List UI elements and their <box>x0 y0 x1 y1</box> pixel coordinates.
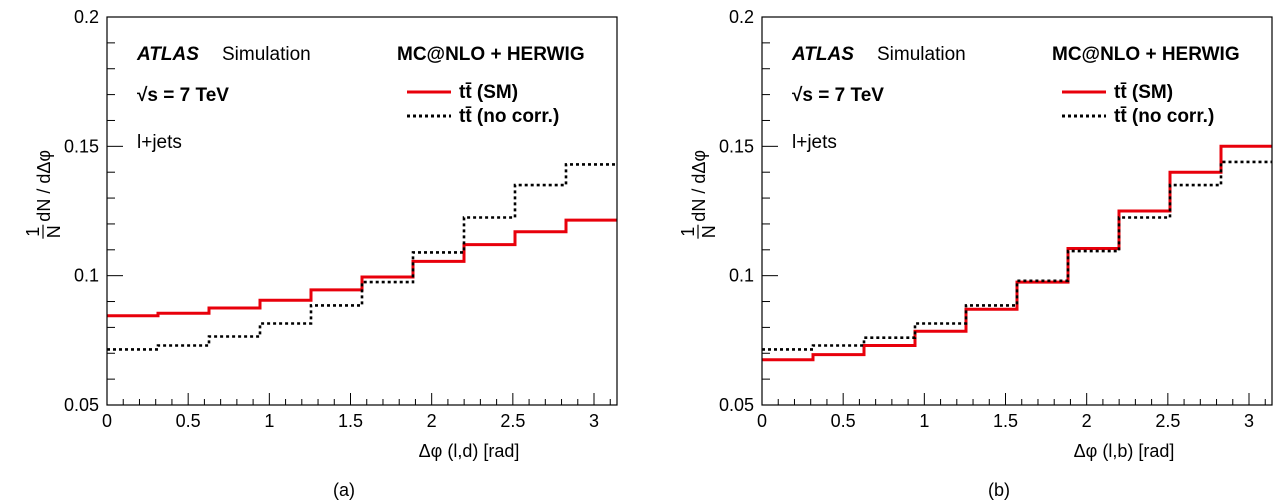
y-tick-label: 0.1 <box>729 266 754 286</box>
series-no-corr-line <box>762 160 1272 351</box>
panel-label: (a) <box>333 480 355 500</box>
legend-label-sm: tt̄ (SM) <box>459 82 518 103</box>
channel-label: l+jets <box>137 132 182 153</box>
y-tick-label: 0.2 <box>74 7 99 27</box>
x-tick-label: 3 <box>589 411 599 431</box>
panel-b: 0 0.5 1 1.5 2 2.5 3 0.05 0.1 0.15 0.2 Δφ (l,b) [rad… <box>678 7 1273 500</box>
x-tick-label: 3 <box>1244 411 1254 431</box>
x-tick-label: 0.5 <box>831 411 856 431</box>
legend-label-no-corr: tt̄ (no corr.) <box>459 106 559 127</box>
x-tick-label: 1 <box>919 411 929 431</box>
y-tick-label: 0.15 <box>64 136 99 156</box>
y-tick-label: 0.05 <box>64 395 99 415</box>
series-sm-line <box>762 144 1272 362</box>
x-tick-label: 1.5 <box>993 411 1018 431</box>
y-axis-label: 1 NdN / dΔφ <box>23 150 64 239</box>
y-tick-label: 0.15 <box>719 136 754 156</box>
x-axis-label: Δφ (l,d) [rad] <box>419 441 520 461</box>
plot-frame <box>106 16 618 406</box>
channel-label: l+jets <box>792 132 837 153</box>
y-label-text: dN / dΔφ <box>689 150 709 222</box>
generator-label: MC@NLO + HERWIG <box>1052 44 1240 65</box>
y-label-text: dN / dΔφ <box>34 150 54 222</box>
y-tick-label: 0.05 <box>719 395 754 415</box>
x-tick-label: 2 <box>1082 411 1092 431</box>
legend-label-no-corr: tt̄ (no corr.) <box>1114 106 1214 127</box>
x-tick-label: 0 <box>102 411 112 431</box>
x-tick-label: 2.5 <box>500 411 525 431</box>
x-tick-label: 1 <box>264 411 274 431</box>
y-axis-label: 1 NdN / dΔφ <box>678 150 719 239</box>
y-label-numerator: 1 <box>678 227 698 237</box>
plot-frame <box>761 16 1273 406</box>
generator-label: MC@NLO + HERWIG <box>397 44 585 65</box>
energy-label: √s = 7 TeV <box>792 85 884 106</box>
y-label-denominator: N <box>699 225 719 238</box>
y-tick-label: 0.1 <box>74 266 99 286</box>
x-tick-label: 0.5 <box>176 411 201 431</box>
simulation-label: Simulation <box>877 44 966 65</box>
y-tick-label: 0.2 <box>729 7 754 27</box>
legend-label-sm: tt̄ (SM) <box>1114 82 1173 103</box>
x-tick-label: 2.5 <box>1155 411 1180 431</box>
energy-label: √s = 7 TeV <box>137 85 229 106</box>
x-tick-label: 0 <box>757 411 767 431</box>
simulation-label: Simulation <box>222 44 311 65</box>
panel-a: 0 0.5 1 1.5 2 2.5 3 0.05 0.1 0.15 0.2 Δφ (l,d) [rad… <box>23 7 618 500</box>
series-no-corr-line <box>107 163 617 351</box>
x-tick-label: 1.5 <box>338 411 363 431</box>
x-axis-label: Δφ (l,b) [rad] <box>1074 441 1175 461</box>
atlas-label: ATLAS <box>136 44 199 65</box>
panel-label: (b) <box>988 480 1010 500</box>
atlas-label: ATLAS <box>791 44 854 65</box>
x-tick-label: 2 <box>427 411 437 431</box>
y-label-numerator: 1 <box>23 227 43 237</box>
y-label-denominator: N <box>44 225 64 238</box>
